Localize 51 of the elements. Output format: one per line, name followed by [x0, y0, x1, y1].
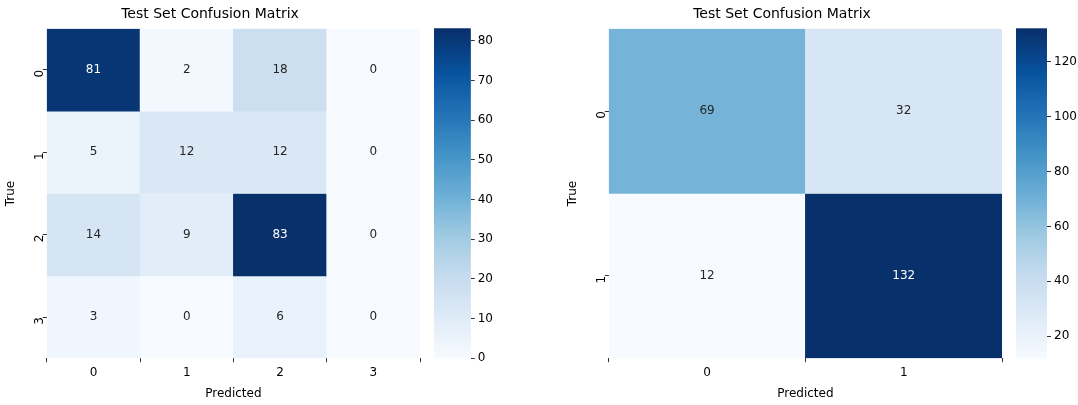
- chart-title: Test Set Confusion Matrix: [120, 5, 299, 22]
- data-label: 12: [699, 267, 715, 282]
- color-bar-label: 60: [1054, 218, 1070, 233]
- color-bar-label: 40: [477, 191, 494, 206]
- y-tick-label: 1: [31, 152, 46, 160]
- data-label: 0: [182, 309, 191, 324]
- x-tick-label: 2: [276, 364, 284, 379]
- data-label: 69: [699, 103, 715, 118]
- data-label: 14: [85, 226, 102, 241]
- data-label: 83: [272, 226, 288, 241]
- data-label: 9: [182, 226, 191, 241]
- color-bar-label: 120: [1054, 53, 1077, 68]
- data-label: 81: [85, 62, 102, 77]
- y-tick-label: 3: [31, 317, 46, 325]
- data-label: 18: [272, 62, 288, 77]
- y-axis-title: True: [3, 180, 18, 208]
- data-label: 12: [272, 144, 288, 159]
- data-label: 2: [182, 62, 191, 77]
- data-label: 6: [276, 309, 284, 324]
- data-label: 0: [369, 144, 378, 159]
- color-bar-label: 70: [477, 72, 494, 87]
- color-bar-label: 80: [1054, 163, 1070, 178]
- data-label: 0: [369, 62, 378, 77]
- x-tick-label: 1: [182, 364, 191, 379]
- color-bar-label: 40: [1054, 273, 1070, 288]
- chart-title: Test Set Confusion Matrix: [692, 5, 871, 22]
- x-tick-label: 0: [89, 364, 98, 379]
- y-tick-label: 0: [31, 69, 46, 78]
- data-label: 132: [892, 267, 916, 282]
- color-bar-label: 50: [477, 151, 494, 166]
- data-label: 3: [89, 309, 98, 324]
- y-tick-label: 2: [31, 234, 46, 243]
- x-tick-label: 0: [703, 364, 711, 379]
- color-bar-label: 10: [477, 310, 494, 325]
- color-bar-label: 80: [477, 32, 494, 47]
- y-axis-title: True: [565, 180, 580, 208]
- data-label: 32: [896, 103, 912, 118]
- data-label: 0: [369, 226, 378, 241]
- x-tick-label: 3: [369, 364, 378, 379]
- data-label: 0: [369, 309, 378, 324]
- color-bar-label: 20: [1054, 328, 1070, 343]
- color-bar-label: 60: [477, 112, 494, 127]
- x-axis-title: Predicted: [777, 385, 834, 400]
- data-label: 12: [179, 144, 195, 159]
- color-bar-label: 30: [477, 231, 494, 246]
- color-bar-label: 0: [477, 350, 486, 365]
- x-axis-title: Predicted: [205, 385, 262, 400]
- color-bar-label: 20: [477, 270, 494, 285]
- data-label: 5: [89, 144, 98, 159]
- x-tick-label: 1: [899, 364, 908, 379]
- color-bar-label: 100: [1054, 108, 1077, 123]
